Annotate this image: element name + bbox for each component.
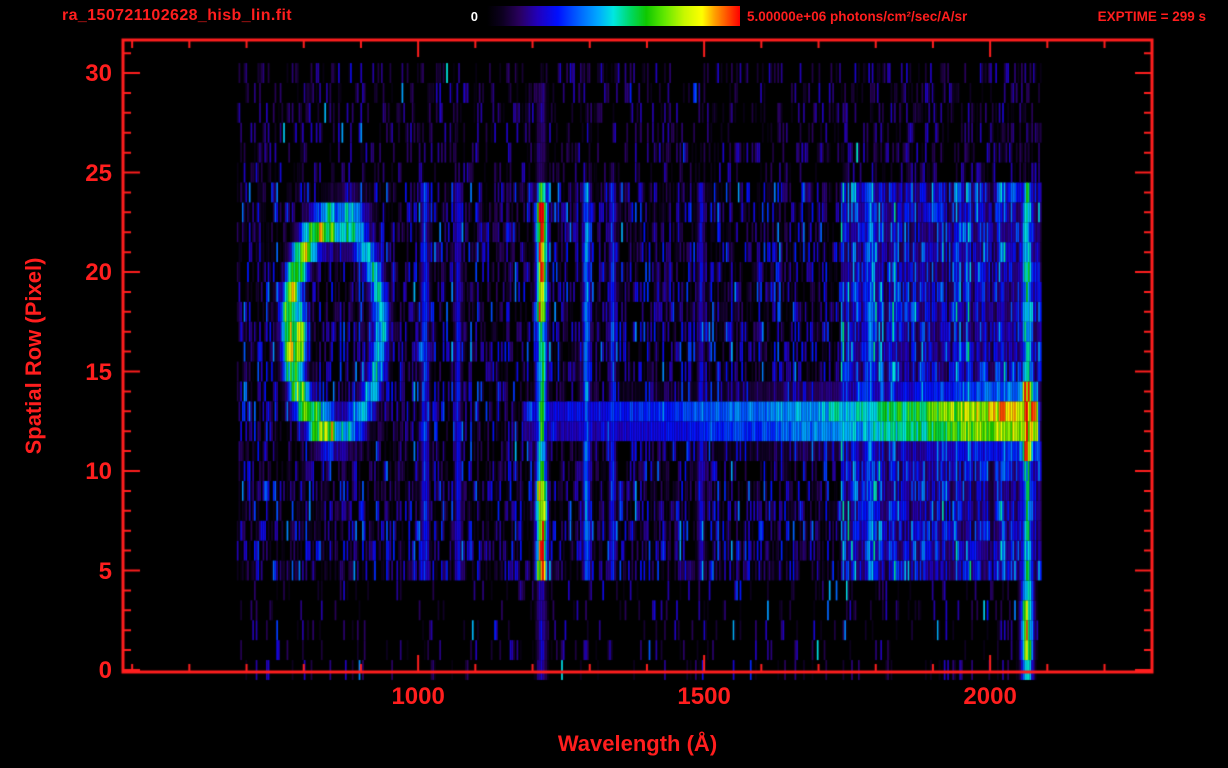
- x-tick-label: 1000: [391, 683, 445, 710]
- x-tick-label: 2000: [963, 683, 1017, 710]
- colorbar: [487, 6, 740, 26]
- y-tick-label: 5: [98, 557, 112, 585]
- y-tick-label: 25: [85, 159, 112, 187]
- y-tick-label: 30: [85, 60, 112, 88]
- colorbar-min-label: 0: [470, 9, 478, 24]
- file-title: ra_150721102628_hisb_lin.fit: [62, 7, 293, 24]
- colorbar-max-label: 5.00000e+06 photons/cm²/sec/A/sr: [747, 9, 968, 24]
- exptime-label: EXPTIME = 299 s: [1097, 9, 1206, 24]
- x-tick-label: 1500: [677, 683, 731, 710]
- y-tick-label: 10: [85, 458, 112, 486]
- y-axis-label: Spatial Row (Pixel): [21, 257, 46, 455]
- x-axis-label: Wavelength (Å): [557, 731, 718, 756]
- y-tick-label: 20: [85, 259, 112, 287]
- y-tick-label: 0: [98, 657, 112, 684]
- y-tick-label: 15: [85, 358, 112, 386]
